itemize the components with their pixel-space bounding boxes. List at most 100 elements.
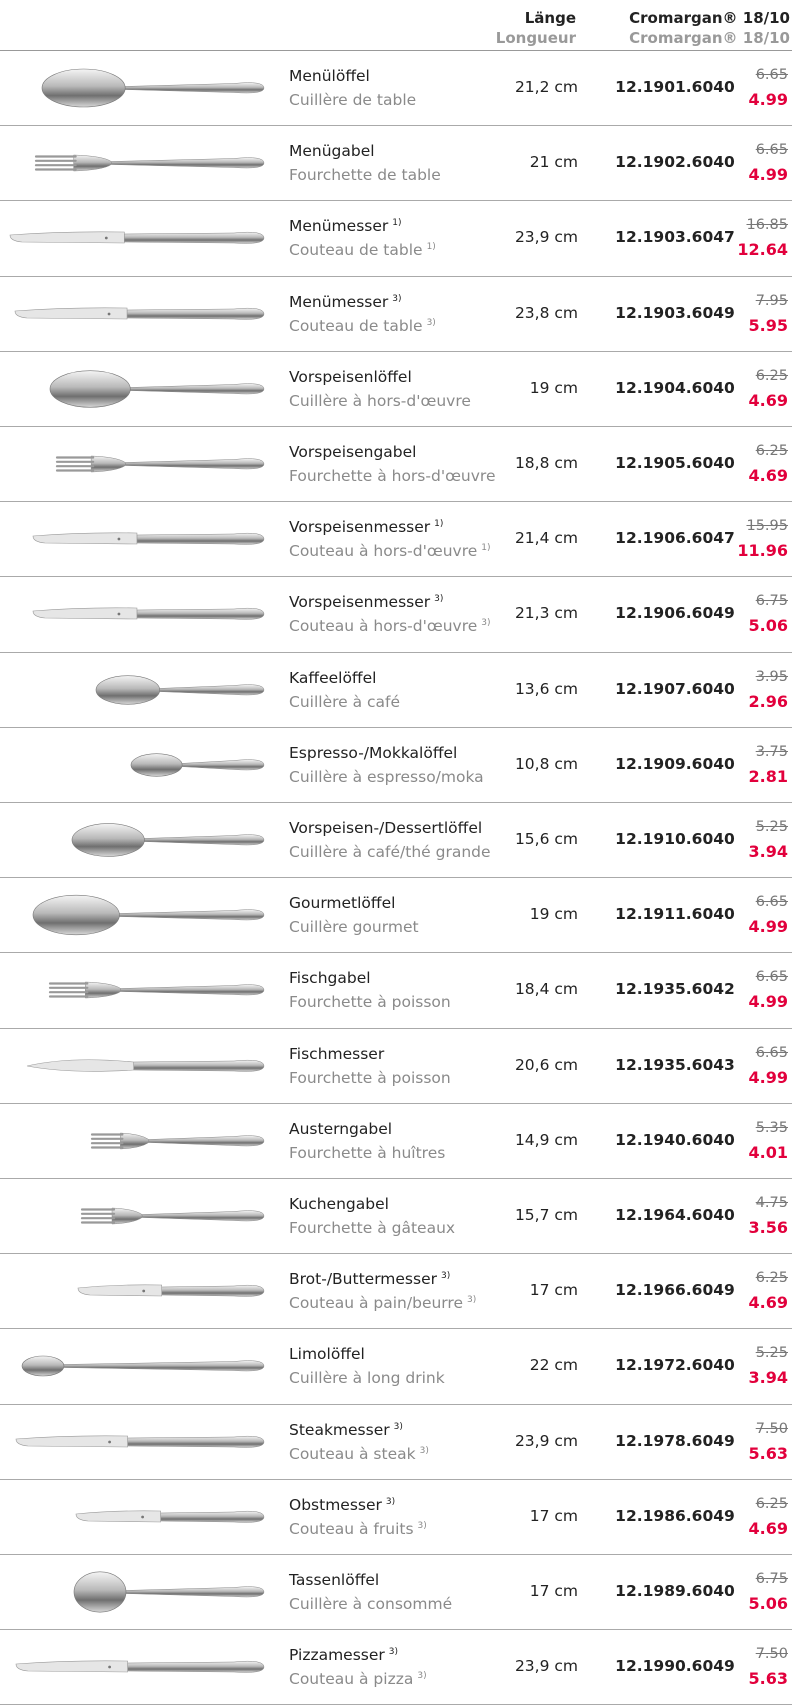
cutlery-image: [0, 1480, 266, 1555]
name-fr: Fourchette à poisson: [289, 993, 451, 1011]
material-header-de: Cromargan® 18/10: [629, 9, 790, 27]
table-row: Pizzamesser3)Couteau à pizza3)23,9 cm12.…: [0, 1630, 792, 1705]
logo-dot: [118, 538, 121, 541]
name-de: Menümesser1): [289, 217, 402, 235]
sale-price: 4.99: [749, 917, 788, 936]
old-price: 3.75: [756, 744, 788, 760]
cutlery-image: [0, 653, 266, 728]
name-de: Brot-/Buttermesser 3): [289, 1270, 450, 1288]
footnote: 3): [467, 1295, 476, 1305]
article-number: 12.1907.6040: [610, 680, 740, 698]
cutlery-image: [0, 1104, 266, 1179]
old-price: 6.75: [756, 593, 788, 609]
name-de: Espresso-/Mokkalöffel: [289, 744, 457, 762]
handle: [134, 1060, 264, 1071]
name-fr-text: Cuillère à café/thé grande: [289, 843, 491, 861]
material-header-fr: Cromargan® 18/10: [629, 29, 790, 47]
sale-price: 4.69: [749, 391, 788, 410]
footnote: 3): [418, 1521, 427, 1531]
handle: [128, 1661, 264, 1672]
article-number: 12.1910.6040: [610, 830, 740, 848]
spoon-bowl: [131, 753, 182, 776]
handle: [161, 1511, 264, 1522]
logo-dot: [118, 613, 121, 616]
name-fr: Fourchette à gâteaux: [289, 1219, 455, 1237]
table-row: Vorspeisengabel Fourchette à hors-d'œuvre…: [0, 427, 792, 502]
name-de-text: Fischmesser: [289, 1045, 384, 1063]
sale-price: 4.99: [749, 992, 788, 1011]
cutlery-image: [0, 1555, 266, 1630]
name-fr: Cuillère à café/thé grande: [289, 843, 491, 861]
logo-dot: [108, 1440, 111, 1443]
handle: [128, 1436, 264, 1447]
old-price: 6.75: [756, 1571, 788, 1587]
table-row: LimolöffelCuillère à long drink22 cm12.1…: [0, 1329, 792, 1404]
footnote: 3): [441, 1271, 450, 1281]
length: 23,9 cm: [515, 1432, 578, 1450]
handle: [142, 835, 264, 845]
length: 13,6 cm: [515, 680, 578, 698]
length: 20,6 cm: [515, 1056, 578, 1074]
sale-price: 4.69: [749, 1293, 788, 1312]
old-price: 6.25: [756, 443, 788, 459]
cutlery-image: [0, 51, 266, 126]
name-fr-text: Fourchette à hors-d'œuvre: [289, 467, 496, 485]
footnote: 3): [434, 594, 443, 604]
name-fr-text: Fourchette de table: [289, 166, 441, 184]
article-number: 12.1986.6049: [610, 1507, 740, 1525]
footnote: 1): [427, 242, 436, 252]
table-row: FischgabelFourchette à poisson18,4 cm12.…: [0, 953, 792, 1028]
footnote: 3): [427, 318, 436, 328]
sale-price: 4.69: [749, 1519, 788, 1538]
article-number: 12.1906.6049: [610, 604, 740, 622]
footnote: 3): [392, 294, 401, 304]
fork-head: [112, 1208, 142, 1224]
article-number: 12.1905.6040: [610, 454, 740, 472]
name-fr-text: Fourchette à poisson: [289, 993, 451, 1011]
old-price: 5.25: [756, 1345, 788, 1361]
length: 23,9 cm: [515, 1657, 578, 1675]
length: 19 cm: [530, 905, 578, 923]
name-fr-text: Cuillère de table: [289, 91, 416, 109]
logo-dot: [108, 312, 111, 315]
sale-price: 5.06: [749, 1594, 788, 1613]
old-price: 6.65: [756, 67, 788, 83]
name-de-text: Obstmesser: [289, 1496, 382, 1514]
length: 10,8 cm: [515, 755, 578, 773]
old-price: 6.65: [756, 969, 788, 985]
name-de-text: Limolöffel: [289, 1345, 365, 1363]
name-de-text: Menümesser: [289, 293, 388, 311]
table-row: MenügabelFourchette de table21 cm12.1902…: [0, 126, 792, 201]
name-fr: Fourchette à huîtres: [289, 1144, 445, 1162]
name-fr-text: Fourchette à poisson: [289, 1069, 451, 1087]
name-de-text: Menügabel: [289, 142, 375, 160]
handle: [162, 1285, 264, 1296]
name-de: Fischmesser: [289, 1045, 384, 1063]
name-fr: Cuillère gourmet: [289, 918, 419, 936]
footnote: 1): [481, 543, 490, 553]
name-de-text: Pizzamesser: [289, 1646, 385, 1664]
length: 19 cm: [530, 379, 578, 397]
cutlery-image: [0, 1329, 266, 1404]
name-de-text: Brot-/Buttermesser: [289, 1270, 437, 1288]
cutlery-image: [0, 728, 266, 803]
sale-price: 5.95: [749, 316, 788, 335]
old-price: 3.95: [756, 669, 788, 685]
handle: [137, 609, 264, 620]
name-de-text: Fischgabel: [289, 969, 371, 987]
table-row: Obstmesser3)Couteau à fruits3)17 cm12.19…: [0, 1480, 792, 1555]
logo-dot: [108, 1666, 111, 1669]
name-fr-text: Cuillère à café: [289, 693, 400, 711]
fork-head: [120, 1133, 148, 1149]
name-de: Vorspeisengabel: [289, 443, 416, 461]
handle: [128, 383, 264, 393]
name-fr: Couteau à pain/beurre3): [289, 1294, 476, 1312]
name-fr: Cuillère à long drink: [289, 1369, 445, 1387]
name-fr-text: Couteau à pizza: [289, 1670, 413, 1688]
article-number: 12.1935.6042: [610, 980, 740, 998]
name-fr: Cuillère à café: [289, 693, 400, 711]
sale-price: 12.64: [737, 240, 788, 259]
table-row: AusterngabelFourchette à huîtres14,9 cm1…: [0, 1104, 792, 1179]
length: 23,9 cm: [515, 228, 578, 246]
